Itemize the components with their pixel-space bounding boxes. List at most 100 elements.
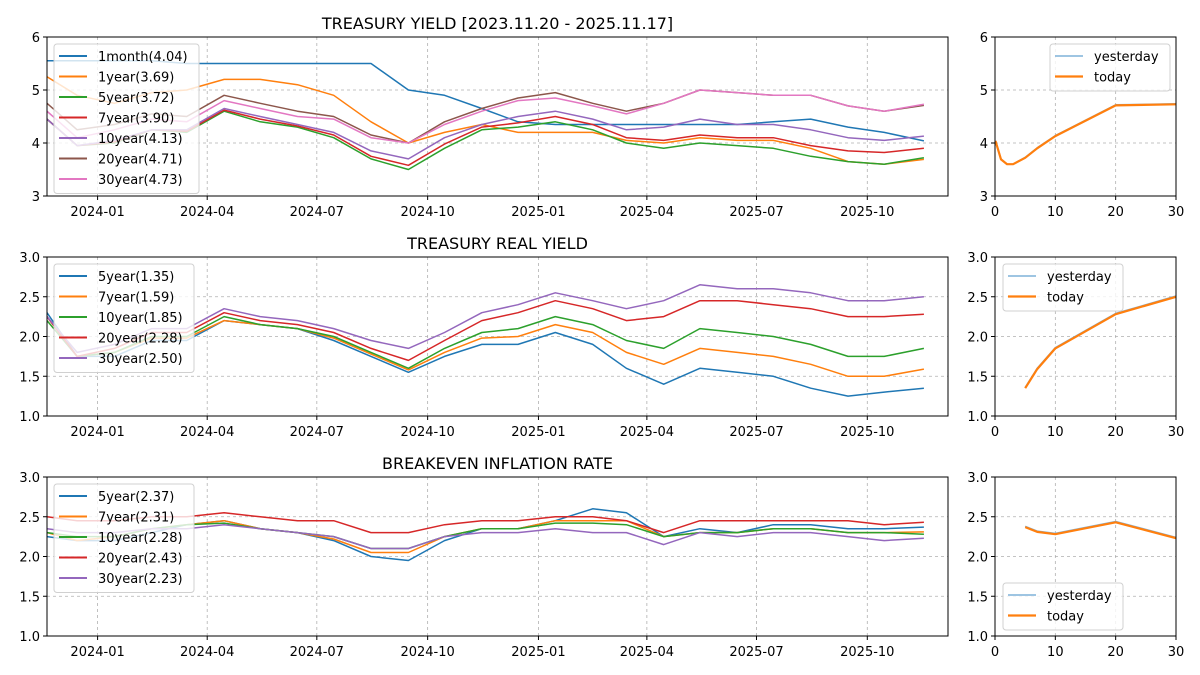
x-tick-label: 2025-04 [620,425,674,440]
x-tick-label: 0 [991,205,999,220]
legend-label: today [1047,291,1084,306]
y-tick-label: 5 [32,84,40,99]
y-tick-label: 6 [980,31,988,46]
chart-panel-4: BREAKEVEN INFLATION RATE 1.0 1.5 2.0 2.5 3.0 2… [19,454,949,660]
legend: yesterday today [1002,263,1124,312]
y-tick-label: 2.0 [19,551,40,566]
x-tick-label: 2025-10 [840,645,894,660]
chart-panel-5: 1.0 1.5 2.0 2.5 3.0 0 10 20 30 yesterday today [967,471,1184,660]
axes-frame [994,256,1177,417]
x-tick-label: 2025-01 [511,645,565,660]
x-tick-label: 0 [991,425,999,440]
y-tick-label: 3 [980,190,988,205]
legend: 5year(2.37) 7year(2.31) 10year(2.28) 20year… [53,483,195,593]
chart-panel-0: TREASURY YIELD [2023.11.20 - 2025.11.17]… [32,14,949,220]
legend-label: 7year(3.90) [98,112,174,127]
y-tick-label: 1.5 [19,590,40,605]
axes-frame [46,476,949,637]
x-tick-label: 30 [1168,205,1185,220]
legend-label: today [1047,610,1084,625]
y-tick-label: 1.0 [967,630,988,645]
x-tick-label: 20 [1107,645,1124,660]
x-tick-label: 2024-07 [290,205,344,220]
axes-frame [994,36,1177,197]
y-tick-label: 1.0 [19,410,40,425]
x-tick-label: 2024-10 [400,645,454,660]
x-tick-label: 0 [991,645,999,660]
legend-box [53,263,195,373]
legend-label: yesterday [1047,270,1112,285]
x-tick-label: 2024-01 [70,425,124,440]
legend-label: 30year(4.73) [98,173,183,188]
legend-label: 20year(2.43) [98,552,183,567]
x-tick-label: 2025-01 [511,425,565,440]
series-line-yesterday [995,103,1176,165]
legend-label: 7year(2.31) [98,511,174,526]
y-tick-label: 2.5 [967,511,988,526]
x-tick-label: 2024-04 [180,205,234,220]
axes-frame [46,36,949,197]
legend-box [53,43,200,194]
legend-label: 20year(4.71) [98,153,183,168]
legend: yesterday today [1002,582,1124,631]
y-tick-label: 3.0 [19,471,40,486]
x-tick-label: 2025-04 [620,205,674,220]
y-tick-label: 4 [980,137,988,152]
x-tick-label: 2025-10 [840,425,894,440]
x-tick-label: 30 [1168,645,1185,660]
x-tick-label: 2024-10 [400,425,454,440]
x-tick-label: 2024-10 [400,205,454,220]
legend-label: 5year(3.72) [98,91,174,106]
chart-title: TREASURY YIELD [2023.11.20 - 2025.11.17] [321,14,673,33]
x-tick-label: 2024-01 [70,205,124,220]
x-tick-label: 2025-07 [729,645,783,660]
chart-panel-3: 1.0 1.5 2.0 2.5 3.0 0 10 20 30 yesterday today [967,251,1184,440]
y-tick-label: 2.0 [967,331,988,346]
x-tick-label: 2024-07 [290,425,344,440]
x-tick-label: 30 [1168,425,1185,440]
legend-label: 1year(3.69) [98,71,174,86]
x-tick-label: 10 [1047,425,1064,440]
legend-label: 30year(2.50) [98,352,183,367]
x-tick-label: 10 [1047,645,1064,660]
x-tick-label: 20 [1107,205,1124,220]
y-tick-label: 1.0 [19,630,40,645]
legend-label: yesterday [1094,50,1159,65]
x-tick-label: 2025-10 [840,205,894,220]
y-tick-label: 4 [32,137,40,152]
legend-label: today [1094,71,1131,86]
x-tick-label: 2024-04 [180,425,234,440]
chart-title: BREAKEVEN INFLATION RATE [382,454,613,473]
y-tick-label: 2.0 [967,551,988,566]
legend-label: 10year(2.28) [98,531,183,546]
legend-label: 5year(1.35) [98,270,174,285]
x-tick-label: 2024-04 [180,645,234,660]
x-tick-label: 2024-07 [290,645,344,660]
y-tick-label: 2.5 [967,291,988,306]
x-tick-label: 20 [1107,425,1124,440]
legend-label: 1month(4.04) [98,50,188,65]
legend-label: yesterday [1047,589,1112,604]
legend-label: 10year(1.85) [98,311,183,326]
chart-panel-1: 3 4 5 6 0 10 20 30 yesterday today [980,31,1185,220]
y-tick-label: 6 [32,31,40,46]
x-tick-label: 10 [1047,205,1064,220]
legend-label: 30year(2.23) [98,572,183,587]
y-tick-label: 3.0 [19,251,40,266]
y-tick-label: 5 [980,84,988,99]
series-line-yesterday [1024,520,1176,539]
legend-label: 7year(1.59) [98,291,174,306]
x-tick-label: 2025-07 [729,205,783,220]
y-tick-label: 2.5 [19,291,40,306]
x-tick-label: 2025-04 [620,645,674,660]
y-tick-label: 3.0 [967,251,988,266]
axes-frame [994,476,1177,637]
chart-title: TREASURY REAL YIELD [406,234,588,253]
legend: yesterday today [1049,43,1171,92]
x-tick-label: 2024-01 [70,645,124,660]
y-tick-label: 3.0 [967,471,988,486]
chart-panel-2: TREASURY REAL YIELD 1.0 1.5 2.0 2.5 3.0 2024-0… [19,234,949,440]
legend-label: 5year(2.37) [98,490,174,505]
legend-label: 20year(2.28) [98,332,183,347]
